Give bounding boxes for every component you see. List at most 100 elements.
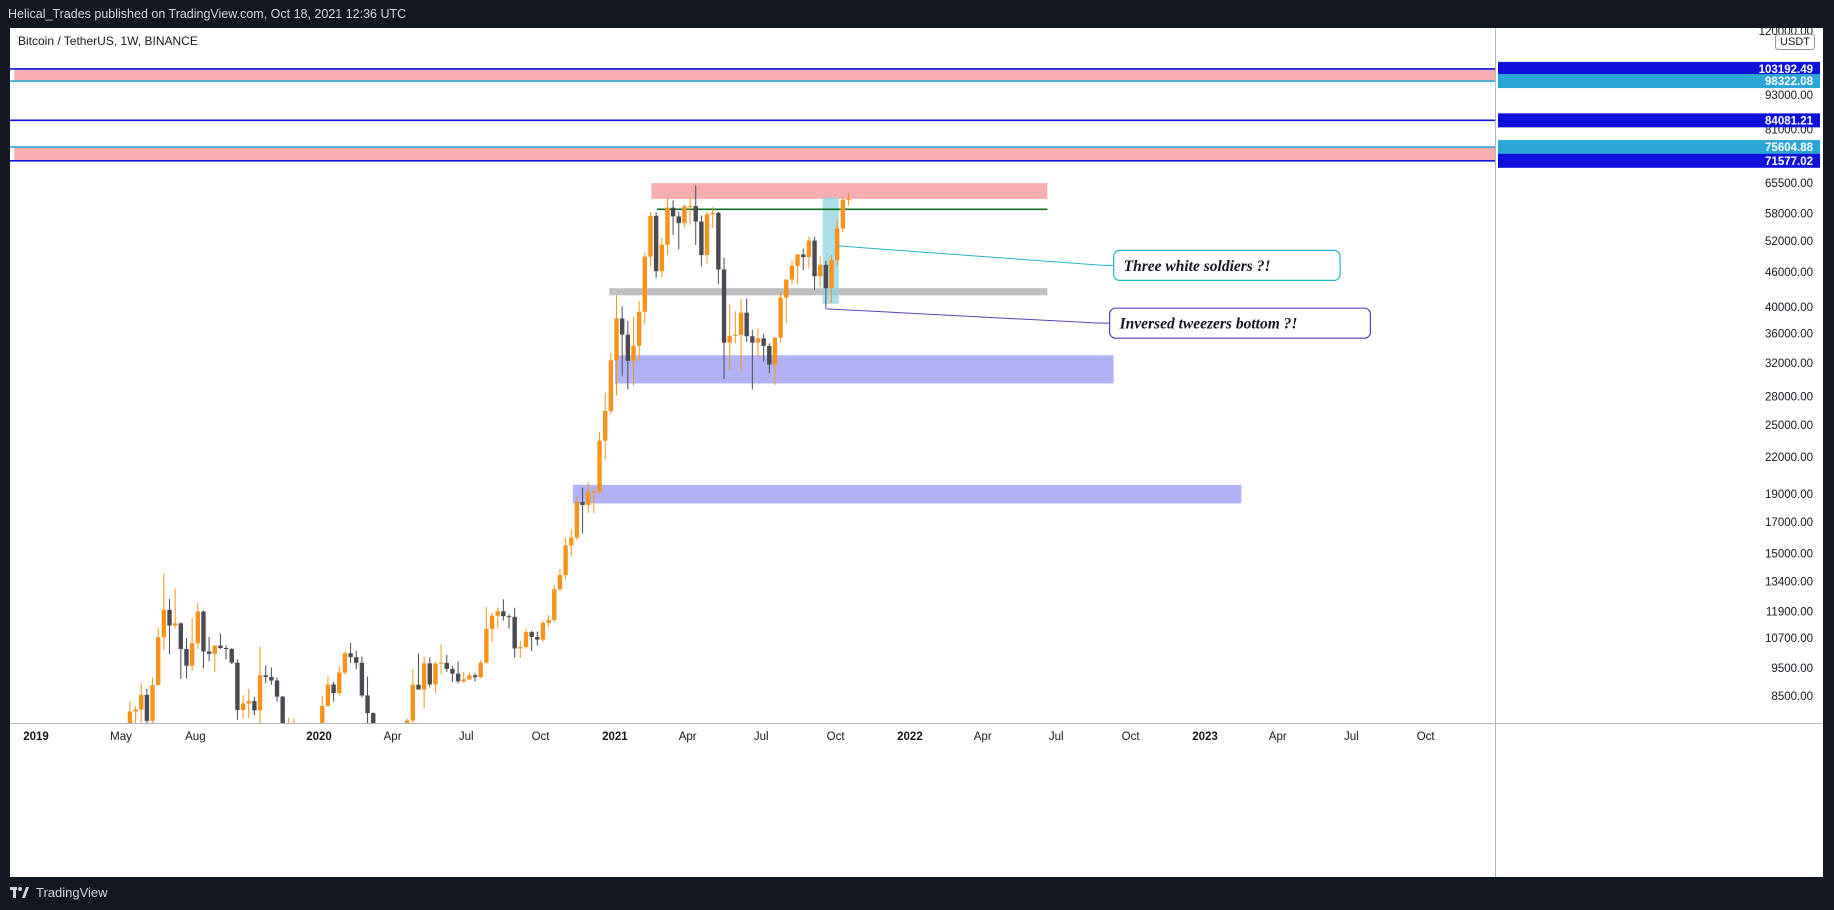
candle-body <box>189 643 195 666</box>
candle-body <box>710 212 715 215</box>
candle-body <box>240 703 246 710</box>
candle-body <box>139 694 144 710</box>
tradingview-logo-icon <box>10 886 29 898</box>
candle-body <box>806 240 812 258</box>
candle-body <box>591 491 597 493</box>
candle-body <box>218 645 223 648</box>
candle-body <box>404 720 410 723</box>
price-tag <box>1498 153 1820 168</box>
candle-body <box>846 198 851 200</box>
candle-body <box>580 502 585 506</box>
candle-body <box>789 265 795 280</box>
candle-body <box>427 663 432 685</box>
callout-box-1 <box>1109 307 1372 339</box>
price-tag-label: 75604.88 <box>1765 142 1814 154</box>
chart-pane[interactable]: Three white soldiers ?! Inversed tweezers… <box>10 28 1823 877</box>
zone-resistance-mid <box>14 147 1495 161</box>
zone-resistance-top <box>14 68 1495 82</box>
y-tick-label: 15000.00 <box>1765 548 1813 560</box>
candle-body <box>455 673 461 682</box>
candle-body <box>416 684 421 690</box>
candle-body <box>377 791 381 812</box>
candle-body <box>501 611 506 617</box>
candle-body <box>699 221 704 256</box>
candle-body <box>472 675 478 678</box>
candle-body <box>535 637 540 640</box>
candle-body <box>512 616 517 649</box>
candle-body <box>144 694 150 721</box>
candle-body <box>394 743 398 749</box>
candle-body <box>116 794 120 806</box>
candle-body <box>155 637 161 686</box>
candle-body <box>727 335 732 343</box>
candle-body <box>840 199 846 229</box>
candle-body <box>823 264 829 289</box>
candle-body <box>325 684 331 706</box>
x-tick-label: Jul <box>459 731 474 743</box>
candle-body <box>801 254 806 258</box>
tradingview-logo[interactable]: TradingView <box>10 885 108 900</box>
candle-body <box>529 632 534 638</box>
candle-body <box>523 632 529 648</box>
x-tick-label: Oct <box>1122 731 1141 743</box>
candle-body <box>450 668 455 674</box>
zone-ath-supply <box>651 183 1048 199</box>
x-tick-label: Apr <box>974 731 992 743</box>
candle-body <box>676 216 681 224</box>
candle-body <box>682 206 687 224</box>
y-tick-label: 9500.00 <box>1771 663 1813 675</box>
y-tick-label: 25000.00 <box>1765 420 1813 432</box>
candle-body <box>229 648 234 663</box>
x-tick-label: Jul <box>1344 731 1359 743</box>
candle-body <box>127 711 133 723</box>
candle-body <box>750 336 755 343</box>
y-tick-label: 19000.00 <box>1765 489 1813 501</box>
candle-body <box>648 215 653 257</box>
x-tick-label: Oct <box>532 731 551 743</box>
candle-body <box>286 731 290 733</box>
y-tick-label-top: 120000.00 <box>1759 28 1813 38</box>
candle-body <box>371 713 376 723</box>
candle-body <box>574 502 580 538</box>
candle-body <box>546 620 551 623</box>
candle-body <box>178 623 184 649</box>
footer-bar: TradingView <box>0 877 1834 910</box>
candle-body <box>467 675 472 680</box>
candle-body <box>461 679 466 682</box>
candle-body <box>99 818 103 877</box>
candle-body <box>150 685 155 721</box>
x-tick-label: Apr <box>384 731 402 743</box>
candle-body <box>518 647 523 649</box>
y-tick-label: 93000.00 <box>1765 90 1813 102</box>
candle-body <box>767 345 772 365</box>
currency-selector[interactable]: USDT <box>1775 34 1815 50</box>
candle-body <box>252 701 257 711</box>
candle-body <box>195 611 200 644</box>
candle-body <box>687 206 693 208</box>
candle-body <box>653 215 659 272</box>
plot-area[interactable]: Three white soldiers ?! Inversed tweezers… <box>10 68 1495 877</box>
candle-body <box>704 214 710 256</box>
callout-box-0 <box>1113 249 1341 281</box>
candle-body <box>235 662 240 710</box>
candle-body <box>342 653 348 673</box>
candle-body <box>659 244 664 272</box>
candle-body <box>755 338 761 343</box>
callout-line-1 <box>826 308 1110 324</box>
price-tag-label: 71577.02 <box>1765 156 1813 168</box>
price-chart[interactable]: Three white soldiers ?! Inversed tweezers… <box>10 28 1823 877</box>
candle-body <box>614 318 619 361</box>
candle-body <box>619 318 625 335</box>
price-tag-label: 84081.21 <box>1765 115 1814 127</box>
price-tag <box>1498 61 1820 76</box>
callout-line-0 <box>837 245 1114 266</box>
candle-body <box>569 537 574 546</box>
x-tick-label: Aug <box>185 731 205 743</box>
candle-body <box>835 228 840 261</box>
candle-body <box>105 815 109 817</box>
candle-body <box>257 675 263 711</box>
candle-body <box>670 207 676 217</box>
candle-body <box>280 696 285 723</box>
candle-body <box>784 279 789 298</box>
y-tick-label: 40000.00 <box>1765 302 1813 314</box>
